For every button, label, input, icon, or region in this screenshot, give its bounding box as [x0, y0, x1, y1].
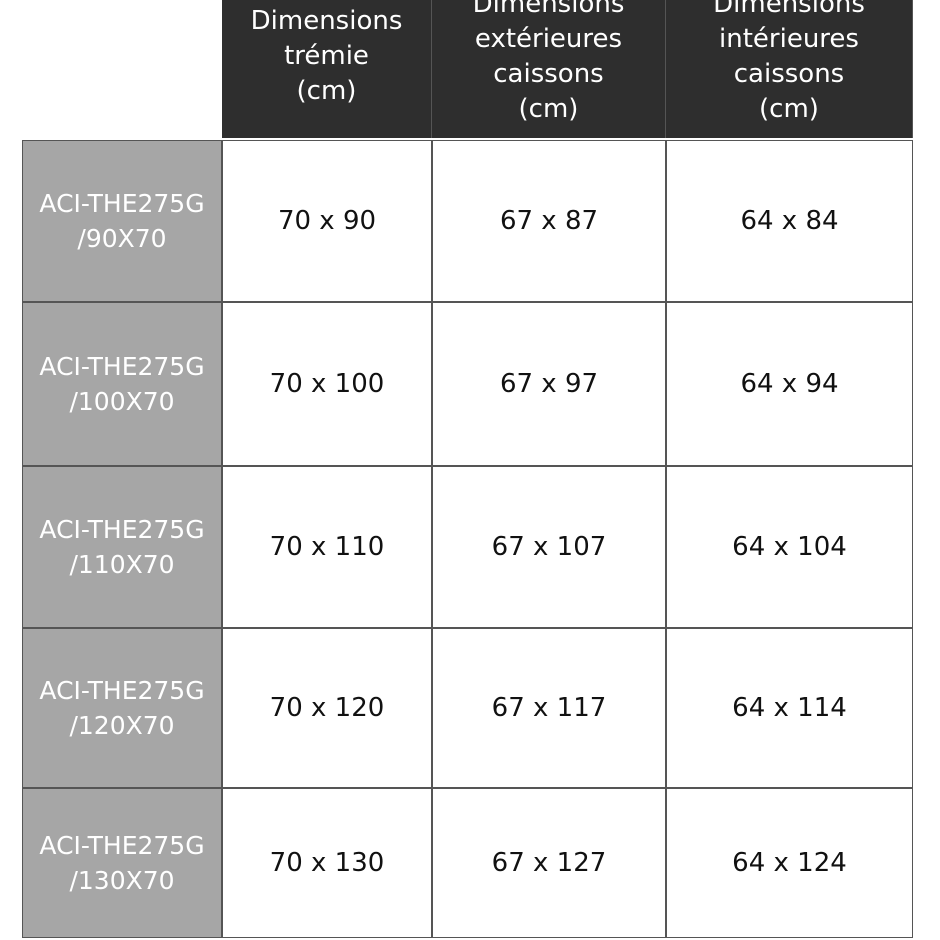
cell-text: 64 x 94 — [740, 369, 839, 399]
cell-value: 70 x 110 — [222, 466, 432, 628]
cell-value: 67 x 127 — [432, 788, 666, 938]
cell-text: 70 x 90 — [277, 206, 377, 236]
cell-text: 64 x 124 — [732, 848, 847, 878]
header-line: Dimensions — [472, 0, 625, 19]
header-line: caissons — [493, 59, 604, 89]
header-line: Dimensions — [713, 0, 865, 19]
row-label: ACI-THE275G/120X70 — [22, 628, 222, 788]
row-label-line: ACI-THE275G — [39, 831, 205, 860]
row-label: ACI-THE275G/90X70 — [22, 140, 222, 302]
cell-value: 70 x 90 — [222, 140, 432, 302]
cell-value: 67 x 87 — [432, 140, 666, 302]
cell-text: 67 x 107 — [491, 532, 607, 562]
row-label-line: ACI-THE275G — [39, 352, 205, 381]
row-label: ACI-THE275G/110X70 — [22, 466, 222, 628]
column-header: Dimensions trémie (cm) — [222, 0, 432, 138]
row-label: ACI-THE275G/100X70 — [22, 302, 222, 466]
header-line: (cm) — [518, 94, 579, 124]
row-label-line: ACI-THE275G — [39, 189, 205, 218]
cell-value: 70 x 130 — [222, 788, 432, 938]
cell-text: 67 x 117 — [491, 693, 607, 723]
cell-value: 64 x 104 — [666, 466, 913, 628]
cell-text: 70 x 120 — [269, 693, 385, 723]
cell-value: 67 x 107 — [432, 466, 666, 628]
cell-value: 67 x 117 — [432, 628, 666, 788]
header-line: Dimensions — [250, 6, 403, 36]
cell-text: 70 x 100 — [269, 369, 385, 399]
header-line: caissons — [733, 59, 845, 89]
header-line: (cm) — [296, 76, 357, 106]
row-label-line: /90X70 — [77, 224, 167, 253]
cell-text: 70 x 130 — [269, 848, 385, 878]
row-label-line: /110X70 — [69, 550, 175, 579]
cell-text: 64 x 114 — [732, 693, 847, 723]
header-line: trémie — [284, 41, 369, 71]
cell-value: 64 x 114 — [666, 628, 913, 788]
header-line: (cm) — [759, 94, 819, 124]
row-label-line: /100X70 — [69, 387, 175, 416]
cell-text: 67 x 97 — [499, 369, 599, 399]
cell-value: 64 x 124 — [666, 788, 913, 938]
row-label-line: /130X70 — [69, 866, 175, 895]
column-header: Dimensions extérieures caissons (cm) — [432, 0, 666, 138]
row-label-line: ACI-THE275G — [39, 515, 205, 544]
row-label-line: ACI-THE275G — [39, 676, 205, 705]
header-line: intérieures — [719, 24, 859, 54]
column-header: Dimensions intérieures caissons (cm) — [666, 0, 913, 138]
row-label-line: /120X70 — [69, 711, 175, 740]
cell-text: 64 x 84 — [740, 206, 839, 236]
cell-value: 67 x 97 — [432, 302, 666, 466]
cell-value: 70 x 100 — [222, 302, 432, 466]
cell-value: 64 x 84 — [666, 140, 913, 302]
row-label: ACI-THE275G/130X70 — [22, 788, 222, 938]
cell-value: 64 x 94 — [666, 302, 913, 466]
cell-text: 67 x 87 — [499, 206, 599, 236]
cell-value: 70 x 120 — [222, 628, 432, 788]
header-line: extérieures — [474, 24, 623, 54]
cell-text: 64 x 104 — [732, 532, 847, 562]
cell-text: 70 x 110 — [269, 532, 385, 562]
cell-text: 67 x 127 — [491, 848, 607, 878]
